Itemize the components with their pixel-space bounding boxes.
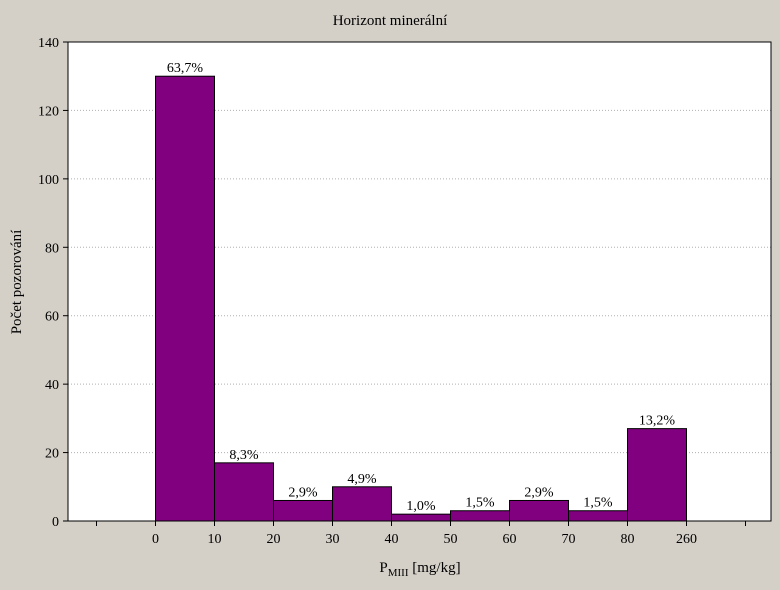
y-tick-label: 120 bbox=[38, 104, 59, 119]
x-tick-label: 50 bbox=[444, 532, 458, 547]
bar-data-label: 13,2% bbox=[639, 414, 676, 429]
bar-layer: 63,7% 8,3% 2,9% 4,9% 1,0% 1,5% 2,9% 1,5% 13,2% bbox=[155, 61, 687, 522]
bar-data-label: 63,7% bbox=[167, 61, 204, 76]
x-axis-label-subscript: MIII bbox=[388, 567, 409, 579]
y-tick-label: 20 bbox=[45, 447, 59, 462]
x-tick-label: 70 bbox=[562, 532, 576, 547]
histogram-bar bbox=[568, 510, 628, 522]
y-tick-label: 80 bbox=[45, 241, 59, 256]
y-tick-label: 100 bbox=[38, 173, 59, 188]
bar-data-label: 4,9% bbox=[347, 472, 377, 487]
bar-data-label: 1,5% bbox=[583, 496, 613, 511]
histogram-bar bbox=[155, 75, 215, 522]
y-tick-label: 140 bbox=[38, 36, 59, 51]
x-tick-label: 20 bbox=[267, 532, 281, 547]
bar-data-label: 8,3% bbox=[229, 448, 259, 463]
x-tick-label: 0 bbox=[152, 532, 159, 547]
histogram-bar bbox=[214, 462, 274, 522]
x-axis-label-base: P bbox=[379, 560, 387, 576]
x-tick-label: 30 bbox=[326, 532, 340, 547]
y-tick-label: 60 bbox=[45, 310, 59, 325]
x-tick-label: 10 bbox=[208, 532, 222, 547]
x-tick-label: 260 bbox=[676, 532, 697, 547]
plot-frame bbox=[67, 41, 772, 522]
bar-data-label: 1,0% bbox=[406, 499, 436, 514]
histogram-bar bbox=[509, 499, 569, 522]
histogram-bar bbox=[391, 513, 451, 522]
chart-title: Horizont minerální bbox=[333, 13, 448, 29]
x-tick-label: 80 bbox=[621, 532, 635, 547]
y-tick-label: 0 bbox=[52, 515, 59, 530]
histogram-bar bbox=[332, 486, 392, 522]
x-tick-label: 60 bbox=[503, 532, 517, 547]
y-axis-label: Počet pozorování bbox=[9, 230, 25, 335]
x-tick-label: 40 bbox=[385, 532, 399, 547]
histogram-bar bbox=[273, 499, 333, 522]
histogram-bar bbox=[450, 510, 510, 522]
axis-layer: 0 20 40 60 80 100 120 140 0 10 20 30 40 50 60 70 80 260 bbox=[38, 36, 746, 547]
bar-data-label: 2,9% bbox=[288, 485, 318, 500]
y-tick-label: 40 bbox=[45, 378, 59, 393]
bar-data-label: 1,5% bbox=[465, 496, 495, 511]
histogram-bar bbox=[627, 428, 687, 522]
x-axis-label-unit: [mg/kg] bbox=[409, 560, 461, 576]
x-axis-label: PMIII [mg/kg] bbox=[379, 560, 460, 579]
bar-data-label: 2,9% bbox=[524, 485, 554, 500]
